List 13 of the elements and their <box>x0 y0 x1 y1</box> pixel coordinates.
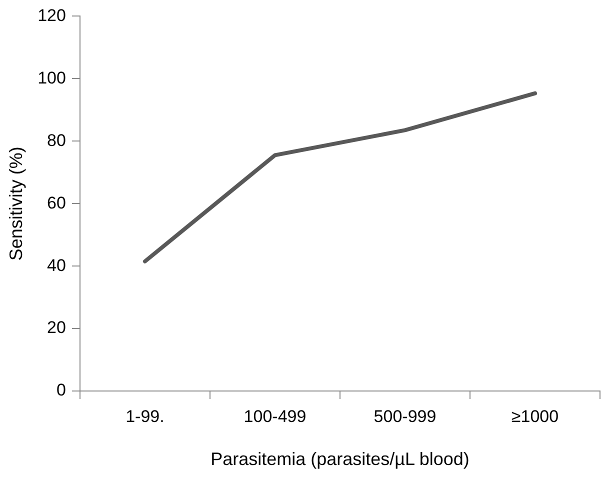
x-tick-label: ≥1000 <box>511 406 559 426</box>
x-tick-label: 1-99. <box>126 406 164 426</box>
y-tick-label: 100 <box>38 68 66 88</box>
y-axis-title: Sensitivity (%) <box>6 146 26 261</box>
y-tick-label: 60 <box>47 193 66 212</box>
y-tick-label: 20 <box>47 318 66 338</box>
x-tick-label: 100-499 <box>244 406 306 426</box>
x-tick-label: 500-999 <box>374 406 436 426</box>
y-tick-label: 0 <box>56 380 66 400</box>
y-tick-label: 40 <box>47 256 66 275</box>
x-axis-title: Parasitemia (parasites/µL blood) <box>210 449 470 470</box>
y-tick-label: 120 <box>38 6 66 25</box>
y-tick-label: 80 <box>47 130 66 150</box>
